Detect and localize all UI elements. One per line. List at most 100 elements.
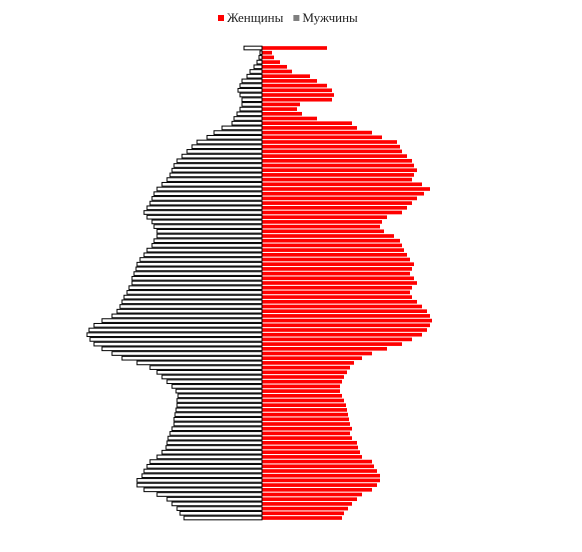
bar xyxy=(262,450,360,455)
bar xyxy=(262,130,372,135)
bar xyxy=(262,351,372,356)
bar xyxy=(256,59,263,65)
bar xyxy=(262,361,354,365)
bar xyxy=(262,337,412,342)
bar xyxy=(241,102,263,107)
bar xyxy=(146,214,263,220)
bar xyxy=(111,351,263,356)
bar xyxy=(262,309,427,314)
bar xyxy=(262,69,292,74)
bar xyxy=(262,408,347,412)
bar xyxy=(161,181,263,187)
bar xyxy=(186,149,263,154)
bar xyxy=(262,83,327,88)
bar xyxy=(175,388,263,394)
bar xyxy=(169,431,263,436)
bar xyxy=(174,412,263,417)
bar xyxy=(139,257,263,262)
bar xyxy=(179,510,263,516)
bar xyxy=(262,220,382,224)
bar xyxy=(262,473,380,478)
bar xyxy=(143,487,263,493)
bar xyxy=(262,412,348,417)
bar xyxy=(262,304,422,309)
bar xyxy=(171,384,263,389)
bar xyxy=(262,459,372,464)
bar xyxy=(262,393,342,398)
bar xyxy=(121,299,263,305)
bar xyxy=(173,421,263,427)
bar xyxy=(181,153,263,159)
bar xyxy=(93,341,263,347)
bar xyxy=(262,267,412,271)
bar xyxy=(167,435,263,441)
bar xyxy=(262,346,387,351)
bar xyxy=(262,455,362,459)
bar xyxy=(262,506,348,511)
bar xyxy=(259,50,263,56)
bar xyxy=(262,492,362,497)
bar xyxy=(149,365,263,370)
bar xyxy=(262,116,317,121)
bar xyxy=(262,168,417,173)
bar xyxy=(262,229,384,234)
bar xyxy=(166,177,263,182)
bar xyxy=(239,83,263,88)
bar xyxy=(206,134,263,140)
bar xyxy=(146,247,263,253)
bar xyxy=(262,126,357,130)
bar xyxy=(262,111,302,116)
bar xyxy=(262,201,412,205)
bar xyxy=(262,182,422,187)
bar xyxy=(262,290,410,295)
bar xyxy=(262,158,412,163)
bar xyxy=(262,187,430,191)
bar xyxy=(149,459,263,464)
bar xyxy=(262,243,402,248)
bar xyxy=(128,285,263,291)
bar xyxy=(171,426,263,432)
bar xyxy=(133,271,263,276)
bar xyxy=(262,154,407,158)
bar xyxy=(262,431,350,436)
bar xyxy=(143,252,263,258)
bar xyxy=(156,369,263,375)
bar xyxy=(156,454,263,460)
bar xyxy=(246,73,263,79)
bar xyxy=(262,191,424,196)
bar xyxy=(161,374,263,380)
bar xyxy=(151,196,263,201)
bar xyxy=(156,233,263,239)
bar xyxy=(262,224,380,229)
bar xyxy=(176,398,263,403)
bar xyxy=(166,496,263,502)
bar xyxy=(146,205,263,211)
bar xyxy=(262,375,344,379)
bar xyxy=(262,248,404,252)
bar xyxy=(191,144,263,150)
bar xyxy=(262,196,417,201)
bar xyxy=(262,93,334,97)
bar xyxy=(221,125,263,131)
bar xyxy=(173,416,263,422)
bar xyxy=(149,200,263,206)
bar xyxy=(262,88,332,93)
bar xyxy=(262,257,410,262)
bar xyxy=(262,135,382,140)
bar xyxy=(111,313,263,319)
bar xyxy=(177,393,263,399)
bar xyxy=(262,177,412,182)
bar xyxy=(262,163,414,168)
bar xyxy=(262,436,352,440)
bar xyxy=(258,55,263,60)
bar xyxy=(131,280,263,286)
bar xyxy=(262,497,357,502)
bar xyxy=(243,45,263,51)
bar xyxy=(101,318,263,323)
bar xyxy=(262,516,342,520)
bar xyxy=(262,107,297,111)
legend-marker xyxy=(293,15,300,21)
bar xyxy=(262,440,357,445)
bar xyxy=(262,328,427,332)
